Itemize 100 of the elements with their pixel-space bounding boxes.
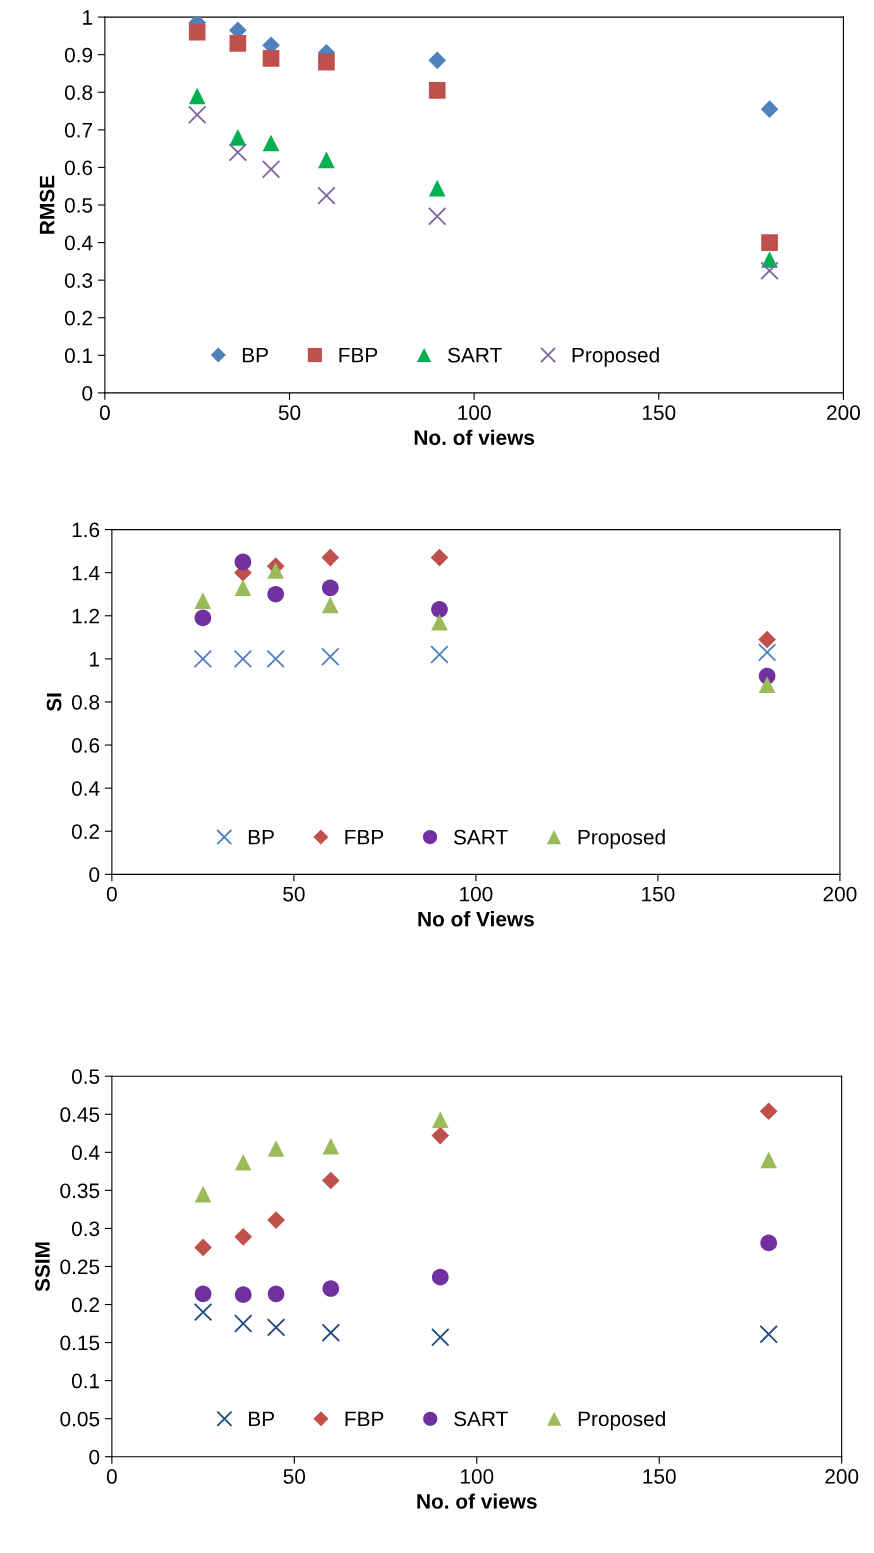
y-tick-label: 1.4 <box>72 565 100 581</box>
point <box>430 548 449 567</box>
point <box>188 87 206 105</box>
y-tick-label: 0 <box>82 385 93 401</box>
y-tick-label: 0 <box>89 867 100 883</box>
point <box>322 1280 340 1297</box>
point <box>759 1102 778 1121</box>
point <box>431 1328 450 1347</box>
point <box>431 1111 449 1128</box>
y-tick-label: 1 <box>83 10 93 25</box>
point <box>229 35 247 52</box>
x-tick-label: 50 <box>278 405 301 421</box>
point <box>321 1323 341 1342</box>
point <box>431 613 448 631</box>
point <box>194 1285 212 1303</box>
point <box>428 51 447 70</box>
point <box>758 630 776 649</box>
point <box>194 1238 212 1257</box>
y-tick-label: 0.45 <box>60 1107 100 1123</box>
legend-label: BP <box>248 830 274 845</box>
x-tick-label: 0 <box>99 405 110 421</box>
y-tick-label: 0.15 <box>60 1335 100 1351</box>
point <box>262 50 280 67</box>
point <box>760 261 779 281</box>
point <box>760 1151 778 1169</box>
y-tick-label: 0.8 <box>71 694 100 710</box>
y-tick-label: 0.05 <box>60 1411 100 1427</box>
y-tick-label: 0.1 <box>71 1373 100 1389</box>
x-tick-label: 150 <box>642 886 675 902</box>
y-tick-label: 1.6 <box>72 522 100 538</box>
y-tick-label: 0.4 <box>71 1145 100 1161</box>
y-tick-label: 0.25 <box>60 1259 100 1275</box>
x-axis-title: No. of views <box>417 1493 537 1509</box>
legend-label: BP <box>242 347 268 363</box>
point <box>266 649 285 669</box>
y-axis-title: RMSE <box>39 175 55 234</box>
point <box>428 179 446 197</box>
point <box>262 134 280 152</box>
x-tick-label: 0 <box>106 1469 117 1484</box>
y-axis-title: SSIM <box>35 1242 50 1292</box>
point <box>233 1314 253 1333</box>
legend-label: BP <box>249 1411 275 1427</box>
y-tick-label: 0.3 <box>64 273 93 288</box>
x-tick-label: 0 <box>106 886 117 902</box>
y-tick-label: 0.2 <box>71 824 100 839</box>
y-tick-label: 0.7 <box>64 122 93 138</box>
point <box>431 1126 450 1145</box>
point <box>228 143 248 162</box>
point <box>431 600 448 618</box>
point <box>229 129 247 146</box>
point <box>321 1171 340 1190</box>
legend-label: SART <box>453 829 508 845</box>
y-tick-label: 0.6 <box>71 738 100 753</box>
point <box>194 592 212 610</box>
point <box>266 1318 286 1337</box>
y-tick-label: 0.35 <box>60 1183 100 1199</box>
point <box>321 579 339 597</box>
point <box>430 645 449 664</box>
point <box>317 186 336 205</box>
point <box>234 1227 253 1246</box>
point <box>188 23 206 41</box>
y-tick-label: 0 <box>89 1449 100 1465</box>
legend-label: FBP <box>339 347 378 363</box>
y-tick-label: 0.9 <box>64 47 93 63</box>
point <box>757 643 777 662</box>
x-tick-label: 200 <box>827 405 860 421</box>
point <box>194 609 212 627</box>
legend-label: Proposed <box>578 1410 665 1431</box>
point <box>321 596 339 614</box>
point <box>428 82 446 99</box>
legend-label: FBP <box>345 830 384 845</box>
point <box>321 548 340 567</box>
x-axis-title: No. of views <box>414 429 535 445</box>
point <box>193 1302 213 1322</box>
y-tick-label: 0.5 <box>71 1069 100 1084</box>
legend-label: FBP <box>345 1411 384 1427</box>
point <box>233 649 253 669</box>
point <box>759 1324 778 1344</box>
x-tick-label: 50 <box>283 886 305 902</box>
y-axis-title: SI <box>46 693 62 712</box>
y-tick-label: 0.4 <box>64 235 93 251</box>
point <box>267 562 285 579</box>
y-tick-label: 0.3 <box>71 1221 100 1237</box>
point <box>267 585 285 603</box>
x-axis-title: No of Views <box>418 911 534 927</box>
y-tick-label: 0.2 <box>64 310 93 326</box>
point <box>321 647 340 666</box>
point <box>261 160 281 179</box>
point <box>758 676 776 694</box>
x-tick-label: 200 <box>825 1469 859 1484</box>
point <box>322 1137 340 1155</box>
point <box>267 1211 285 1229</box>
x-tick-label: 100 <box>460 886 493 902</box>
point <box>234 553 252 571</box>
point <box>187 105 207 125</box>
y-tick-label: 0.6 <box>64 160 93 176</box>
x-tick-label: 200 <box>823 886 857 902</box>
point <box>267 1140 285 1157</box>
y-tick-label: 0.2 <box>71 1297 100 1313</box>
legend-label: Proposed <box>578 829 665 849</box>
